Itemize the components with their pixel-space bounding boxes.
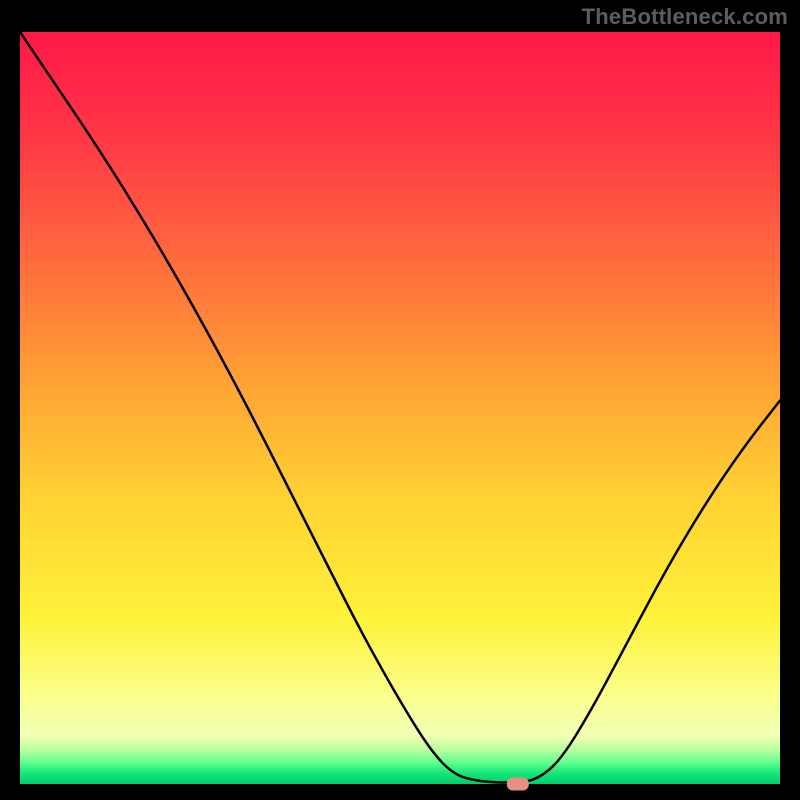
watermark-text: TheBottleneck.com [582, 4, 788, 30]
bottleneck-curve-chart [0, 0, 800, 800]
chart-stage: TheBottleneck.com [0, 0, 800, 800]
plot-background [20, 32, 780, 784]
valley-marker [507, 778, 529, 791]
